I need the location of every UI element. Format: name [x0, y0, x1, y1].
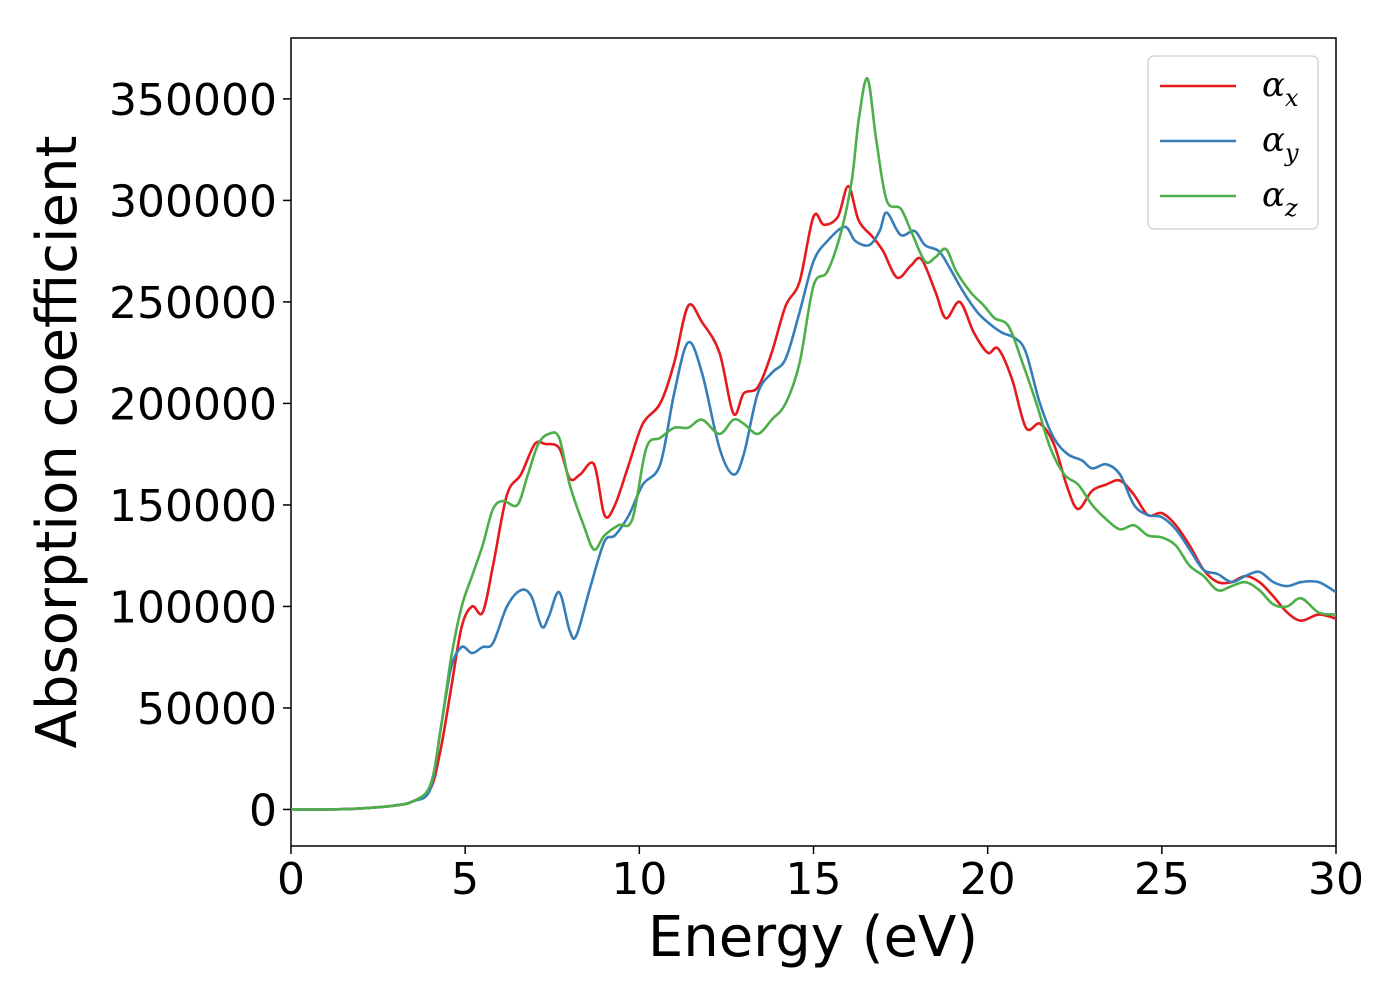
y-tick-label: 50000	[137, 684, 277, 735]
x-tick-label: 30	[1308, 854, 1364, 905]
legend-subscript: y	[1284, 139, 1299, 167]
x-tick-label: 5	[451, 854, 479, 905]
x-tick-label: 10	[611, 854, 667, 905]
y-tick-label: 100000	[109, 582, 277, 633]
y-tick-label: 150000	[109, 481, 277, 532]
series-layer	[291, 77, 1336, 811]
x-tick-label: 0	[277, 854, 305, 905]
legend-symbol: α	[1262, 120, 1285, 160]
y-tick-label: 200000	[109, 379, 277, 430]
legend-box	[1147, 55, 1319, 230]
x-axis-ticks: 0 5 10 15 20 25 30	[277, 846, 1364, 905]
y-axis-label: Absorption coefficient	[25, 136, 90, 749]
y-tick-label: 0	[249, 785, 277, 836]
legend-symbol: α	[1262, 175, 1285, 215]
y-tick-label: 250000	[109, 278, 277, 329]
series-line-z	[291, 77, 1336, 811]
series-line-x	[291, 184, 1336, 811]
x-axis-label: Energy (eV)	[648, 905, 978, 970]
y-tick-label: 300000	[109, 176, 277, 227]
x-tick-label: 25	[1134, 854, 1190, 905]
legend-subscript: z	[1284, 194, 1298, 222]
legend-label-y: αy	[1262, 120, 1299, 167]
x-tick-label: 20	[960, 854, 1016, 905]
legend-subscript: x	[1285, 84, 1299, 112]
y-tick-label: 350000	[109, 75, 277, 126]
series-line-y	[291, 211, 1336, 811]
y-axis-ticks: 0 50000 100000 150000 200000 250000 300000 3500…	[109, 75, 291, 836]
legend-symbol: α	[1262, 65, 1285, 105]
x-tick-label: 15	[786, 854, 842, 905]
legend-label-x: αx	[1262, 65, 1299, 112]
legend-label-z: αz	[1262, 175, 1298, 222]
